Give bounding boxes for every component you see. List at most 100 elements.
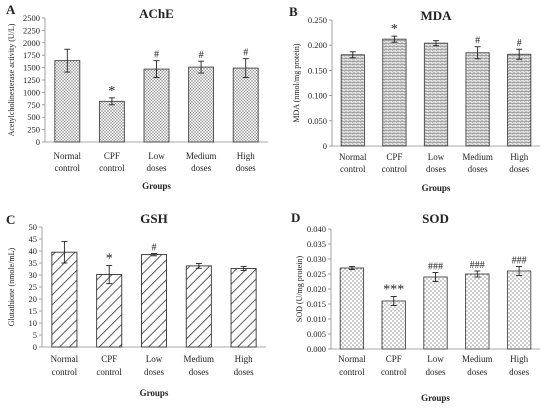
x-tick-label: Medium — [186, 151, 217, 161]
significance-marker: # — [152, 242, 157, 253]
x-tick-label: control — [340, 164, 366, 174]
significance-marker: * — [106, 251, 113, 266]
significance-marker: ### — [512, 256, 527, 267]
x-tick-label: control — [99, 163, 125, 173]
panel-letter: A — [6, 2, 16, 17]
y-tick-label: 0.150 — [308, 65, 327, 75]
x-tick-label: Medium — [462, 354, 493, 364]
chart-panel-c: C GSH 0 5 10 15 20 25 30 35 40 45 50 Glutathione (nmo… — [6, 211, 266, 398]
x-tick-label: CPF — [101, 354, 117, 364]
y-tick-label: 10 — [29, 318, 38, 328]
x-tick-label: doses — [468, 164, 488, 174]
bar — [230, 268, 257, 348]
significance-marker: ### — [470, 260, 485, 271]
bar — [506, 270, 532, 350]
y-tick-label: 0.020 — [307, 284, 326, 294]
y-tick-label: 40 — [29, 246, 38, 256]
x-tick-label: doses — [144, 367, 164, 377]
y-axis-label: MDA (nmol/mg protein) — [292, 43, 301, 122]
y-tick-label: 0.030 — [307, 254, 326, 264]
bar — [465, 273, 490, 350]
y-tick-label: 0 — [33, 342, 37, 352]
x-tick-label: Low — [146, 354, 163, 364]
y-tick-label: 30 — [29, 270, 38, 280]
x-tick-label: Normal — [339, 152, 367, 162]
y-axis-label: Glutathione (nmole/mL) — [7, 247, 16, 326]
x-tick-label: control — [381, 367, 407, 377]
y-tick-label: 0.200 — [308, 40, 327, 50]
bar — [465, 52, 490, 147]
y-tick-label: 0.250 — [308, 15, 327, 25]
x-tick-label: High — [235, 354, 254, 364]
x-tick-label: Medium — [462, 152, 493, 162]
x-tick-label: doses — [236, 163, 256, 173]
x-axis-label: Groups — [422, 183, 451, 193]
significance-marker: *** — [383, 283, 404, 298]
x-axis-label: Groups — [142, 181, 171, 191]
y-tick-label: 0.100 — [308, 91, 327, 101]
y-tick-label: 1000 — [23, 87, 40, 97]
chart-panel-b: B MDA 0 0.050 0.100 0.150 0.200 0.250 MDA (nmol/… — [289, 4, 540, 193]
panel-letter: D — [291, 210, 300, 225]
bar — [339, 267, 365, 350]
bar — [188, 66, 215, 143]
x-tick-label: doses — [191, 163, 211, 173]
y-tick-label: 0.035 — [307, 239, 326, 249]
y-tick-label: 0.000 — [307, 344, 326, 354]
y-tick-label: 15 — [29, 306, 38, 316]
y-tick-label: 20 — [29, 294, 38, 304]
significance-marker: # — [475, 36, 480, 47]
significance-marker: # — [154, 50, 159, 61]
bar — [382, 38, 407, 147]
y-tick-label: 35 — [29, 258, 38, 268]
x-tick-label: doses — [426, 164, 446, 174]
y-tick-label: 25 — [29, 282, 38, 292]
significance-marker: ### — [428, 262, 443, 273]
bar — [340, 54, 365, 147]
chart-title: MDA — [420, 8, 452, 23]
x-tick-label: CPF — [386, 354, 402, 364]
y-tick-label: 0.040 — [307, 224, 326, 234]
chart-panel-d: D SOD 0.000 0.005 0.010 0.015 0.020 0.025 0.030 0… — [291, 210, 540, 403]
x-tick-label: control — [55, 163, 81, 173]
y-tick-label: 1250 — [23, 75, 40, 85]
y-tick-label: 0 — [323, 141, 327, 151]
y-tick-label: 2250 — [23, 25, 40, 35]
chart-panels: A AChE02505007501000125015001750200022502… — [6, 2, 540, 403]
bar — [507, 53, 532, 147]
y-tick-label: 2000 — [23, 38, 40, 48]
y-tick-label: 2500 — [23, 13, 40, 23]
y-tick-label: 0.015 — [307, 299, 326, 309]
x-tick-label: Low — [427, 354, 444, 364]
y-tick-label: 250 — [27, 125, 40, 135]
bar — [232, 67, 259, 143]
x-tick-label: doses — [467, 367, 487, 377]
y-tick-label: 500 — [27, 112, 40, 122]
bar — [143, 68, 170, 143]
y-tick-label: 0.050 — [308, 116, 327, 126]
x-tick-label: doses — [189, 367, 209, 377]
bar — [185, 265, 212, 348]
x-tick-label: Normal — [338, 354, 366, 364]
bar — [141, 254, 167, 348]
bar — [54, 60, 81, 143]
chart-title: GSH — [140, 211, 167, 226]
x-tick-label: CPF — [104, 151, 120, 161]
x-tick-label: control — [96, 367, 122, 377]
x-tick-label: doses — [234, 367, 254, 377]
x-axis-label: Groups — [140, 388, 169, 398]
x-tick-label: Low — [428, 152, 445, 162]
x-tick-label: High — [237, 151, 256, 161]
x-tick-label: doses — [147, 163, 167, 173]
y-axis-label: SOD (U/mg protein) — [295, 256, 304, 323]
y-tick-label: 0.005 — [307, 329, 326, 339]
significance-marker: # — [243, 48, 248, 59]
bar — [423, 276, 448, 350]
x-tick-label: control — [382, 164, 408, 174]
significance-marker: * — [108, 84, 115, 99]
y-tick-label: 5 — [33, 330, 37, 340]
significance-marker: * — [391, 22, 398, 37]
y-tick-label: 0.025 — [307, 269, 326, 279]
significance-marker: # — [199, 50, 204, 61]
